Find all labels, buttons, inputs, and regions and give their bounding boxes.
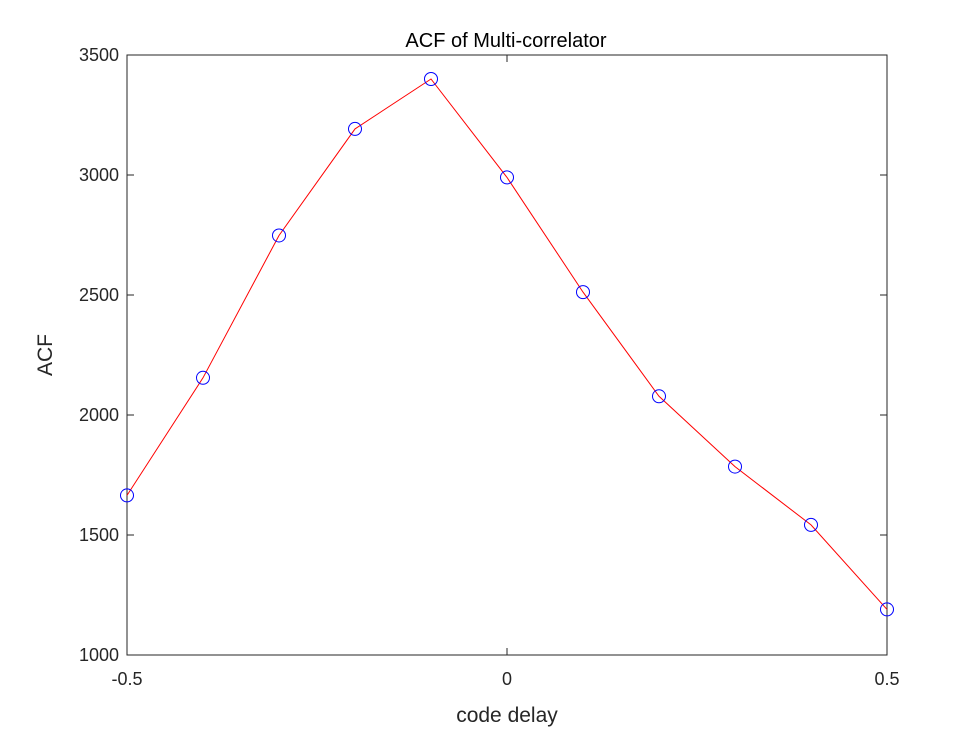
- y-axis-title: ACF: [34, 334, 57, 376]
- tick-labels-layer: -0.5 0 0.5 1000 1500 2000 2500 3000 3500: [79, 45, 900, 689]
- data-point-marker: [272, 228, 286, 243]
- data-point-marker: [120, 488, 134, 503]
- x-tick-label: 0: [502, 669, 512, 689]
- y-tick-label: 3000: [79, 165, 119, 185]
- data-point-marker: [424, 72, 438, 86]
- data-point-marker: [880, 602, 894, 617]
- x-tick-label: -0.5: [111, 669, 142, 689]
- chart-title: ACF of Multi-correlator: [405, 30, 606, 52]
- y-tick-label: 1500: [79, 525, 119, 545]
- ticks-layer: [126, 54, 888, 656]
- data-point-marker: [500, 170, 514, 185]
- y-tick-label: 1000: [79, 645, 119, 665]
- data-point-marker: [576, 285, 590, 300]
- y-tick-label: 2500: [79, 285, 119, 305]
- data-point-marker: [652, 389, 666, 404]
- x-tick-label: 0.5: [874, 669, 899, 689]
- x-axis-title: code delay: [456, 704, 558, 727]
- y-tick-label: 2000: [79, 405, 119, 425]
- series-layer: [120, 72, 894, 617]
- data-point-marker: [348, 121, 362, 136]
- data-point-marker: [728, 459, 742, 474]
- series-line: [126, 78, 888, 610]
- data-point-marker: [196, 370, 210, 385]
- data-point-marker: [804, 517, 818, 532]
- plot-area-frame: [126, 54, 888, 656]
- y-tick-label: 3500: [79, 45, 119, 65]
